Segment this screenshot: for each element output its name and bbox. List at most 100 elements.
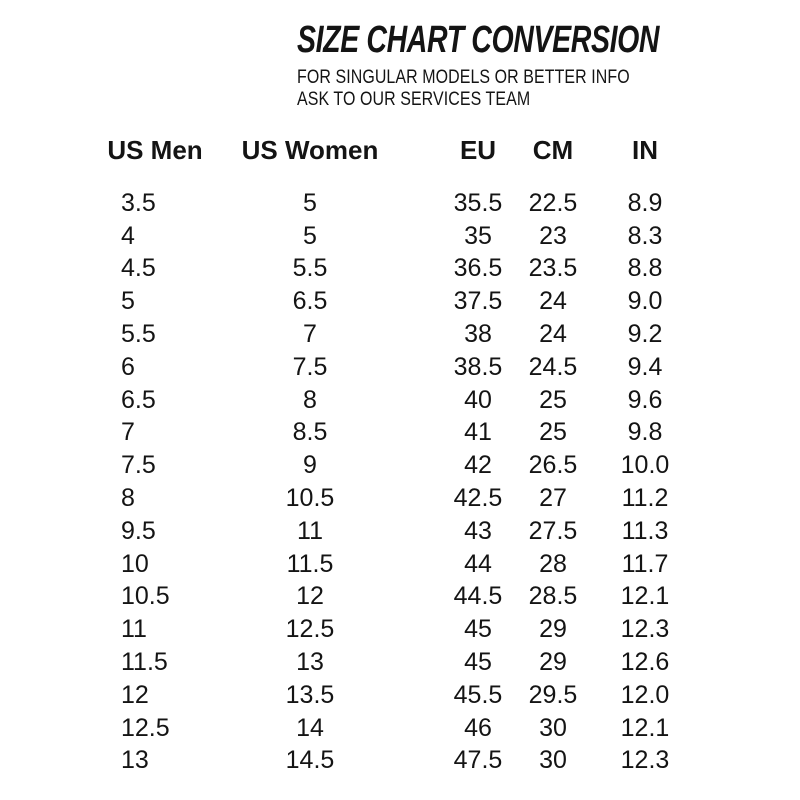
title-block: SIZE CHART CONVERSION FOR SINGULAR MODEL… xyxy=(297,21,780,110)
cell-us-women: 13.5 xyxy=(285,680,335,709)
cell-us-women: 11 xyxy=(297,516,323,545)
cell-us-women: 14 xyxy=(296,713,324,742)
cell-in: 11.2 xyxy=(621,484,669,513)
cell-us-women: 5 xyxy=(303,188,317,217)
cell-eu: 45 xyxy=(464,648,492,677)
cell-eu: 45.5 xyxy=(453,680,503,709)
table-row: 4.5 5.5 36.5 23.5 8.8 xyxy=(100,253,740,286)
cell-eu: 43 xyxy=(464,516,492,545)
cell-eu: 38.5 xyxy=(453,352,503,381)
cell-cm: 25 xyxy=(539,385,567,414)
table-header-row: US Men US Women EU CM IN xyxy=(100,135,740,165)
cell-in: 9.8 xyxy=(627,418,663,447)
cell-in: 8.8 xyxy=(627,254,663,283)
cell-us-women: 11.5 xyxy=(286,549,334,578)
cell-eu: 44.5 xyxy=(453,582,503,611)
cell-eu: 42.5 xyxy=(453,484,503,513)
cell-us-women: 14.5 xyxy=(285,746,335,775)
cell-in: 8.9 xyxy=(627,188,663,217)
cell-us-men: 9.5 xyxy=(121,516,156,545)
cell-eu: 36.5 xyxy=(453,254,503,283)
table-row: 10.5 12 44.5 28.5 12.1 xyxy=(100,581,740,614)
cell-cm: 28 xyxy=(539,549,567,578)
cell-in: 12.6 xyxy=(620,648,670,677)
cell-eu: 37.5 xyxy=(453,287,503,316)
cell-cm: 25 xyxy=(539,418,567,447)
cell-cm: 24.5 xyxy=(528,352,578,381)
table-row: 9.5 11 43 27.5 11.3 xyxy=(100,515,740,548)
cell-us-men: 12.5 xyxy=(121,713,170,742)
cell-eu: 45 xyxy=(464,615,492,644)
cell-us-women: 8 xyxy=(303,385,317,414)
cell-eu: 38 xyxy=(464,320,492,349)
cell-cm: 30 xyxy=(539,746,567,775)
cell-us-men: 4 xyxy=(121,221,135,250)
cell-in: 9.4 xyxy=(627,352,663,381)
cell-us-men: 7 xyxy=(121,418,135,447)
table-row: 5 6.5 37.5 24 9.0 xyxy=(100,285,740,318)
cell-in: 11.3 xyxy=(621,516,669,545)
cell-cm: 28.5 xyxy=(528,582,578,611)
table-row: 12.5 14 46 30 12.1 xyxy=(100,712,740,745)
cell-eu: 35 xyxy=(464,221,492,250)
cell-cm: 23 xyxy=(539,221,567,250)
table-row: 12 13.5 45.5 29.5 12.0 xyxy=(100,679,740,712)
cell-in: 12.3 xyxy=(620,746,670,775)
cell-cm: 27 xyxy=(539,484,567,513)
cell-us-women: 6.5 xyxy=(292,287,328,316)
cell-cm: 23.5 xyxy=(528,254,578,283)
cell-us-men: 5.5 xyxy=(121,320,156,349)
column-header-us-men: US Men xyxy=(107,134,203,165)
subtitle-line-2: ASK TO OUR SERVICES TEAM xyxy=(297,88,531,110)
column-header-eu: EU xyxy=(459,134,497,165)
table-row: 11 12.5 45 29 12.3 xyxy=(100,613,740,646)
cell-eu: 47.5 xyxy=(453,746,503,775)
cell-cm: 26.5 xyxy=(528,451,578,480)
cell-us-men: 8 xyxy=(121,484,135,513)
cell-us-men: 10 xyxy=(121,549,149,578)
cell-us-women: 8.5 xyxy=(292,418,328,447)
page-subtitle: FOR SINGULAR MODELS OR BETTER INFO ASK T… xyxy=(297,67,703,110)
cell-us-women: 13 xyxy=(296,648,324,677)
table-row: 7 8.5 41 25 9.8 xyxy=(100,417,740,450)
table-row: 11.5 13 45 29 12.6 xyxy=(100,646,740,679)
cell-us-women: 5 xyxy=(303,221,317,250)
cell-cm: 29 xyxy=(539,615,567,644)
cell-us-men: 10.5 xyxy=(121,582,170,611)
column-header-us-women: US Women xyxy=(241,134,379,165)
cell-cm: 24 xyxy=(539,287,567,316)
table-body: 3.5 5 35.5 22.5 8.9 4 5 35 23 8.3 4.5 5.5 36.5 23.5 8.… xyxy=(100,187,740,777)
cell-cm: 27.5 xyxy=(528,516,578,545)
cell-us-men: 4.5 xyxy=(121,254,156,283)
table-row: 3.5 5 35.5 22.5 8.9 xyxy=(100,187,740,220)
table-row: 5.5 7 38 24 9.2 xyxy=(100,318,740,351)
cell-in: 12.1 xyxy=(620,582,670,611)
cell-us-men: 11.5 xyxy=(121,648,168,677)
table-row: 7.5 9 42 26.5 10.0 xyxy=(100,449,740,482)
cell-eu: 42 xyxy=(464,451,492,480)
cell-cm: 29 xyxy=(539,648,567,677)
cell-us-men: 6.5 xyxy=(121,385,156,414)
cell-us-men: 11 xyxy=(121,615,147,644)
table-row: 10 11.5 44 28 11.7 xyxy=(100,548,740,581)
cell-in: 9.0 xyxy=(627,287,663,316)
column-header-in: IN xyxy=(632,134,658,165)
cell-cm: 29.5 xyxy=(528,680,578,709)
cell-in: 12.0 xyxy=(620,680,670,709)
cell-eu: 40 xyxy=(464,385,492,414)
cell-us-women: 7.5 xyxy=(292,352,328,381)
cell-us-men: 3.5 xyxy=(121,188,156,217)
cell-in: 11.7 xyxy=(621,549,669,578)
cell-us-men: 12 xyxy=(121,680,149,709)
cell-eu: 41 xyxy=(464,418,492,447)
cell-in: 9.6 xyxy=(627,385,663,414)
table-row: 8 10.5 42.5 27 11.2 xyxy=(100,482,740,515)
cell-in: 10.0 xyxy=(620,451,670,480)
table-row: 6.5 8 40 25 9.6 xyxy=(100,384,740,417)
cell-us-men: 5 xyxy=(121,287,135,316)
cell-us-women: 12 xyxy=(296,582,324,611)
cell-in: 12.3 xyxy=(620,615,670,644)
cell-in: 8.3 xyxy=(627,221,663,250)
cell-eu: 46 xyxy=(464,713,492,742)
